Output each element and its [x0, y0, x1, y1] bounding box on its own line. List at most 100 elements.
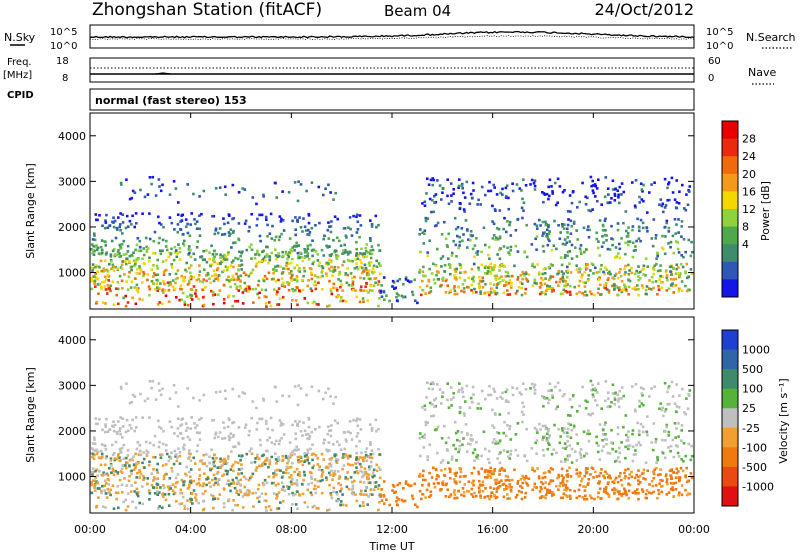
velocity-cell [158, 505, 161, 508]
power-cell [486, 291, 490, 294]
power-cell [547, 223, 550, 227]
power-cell [150, 268, 154, 271]
velocity-cell [167, 459, 171, 463]
power-cell [665, 274, 669, 277]
power-cell [549, 276, 552, 280]
velocity-cell [541, 395, 544, 398]
power-cell [180, 298, 184, 301]
velocity-cell [303, 501, 307, 504]
power-cell [646, 265, 649, 268]
power-cell [561, 225, 564, 228]
velocity-cell [280, 481, 284, 485]
velocity-cell [202, 507, 206, 511]
power-cell [460, 289, 463, 293]
velocity-cell [424, 420, 428, 424]
velocity-cell [388, 503, 391, 507]
power-cell [169, 281, 172, 284]
velocity-cell [364, 470, 368, 474]
power-cell [326, 246, 329, 249]
velocity-cell [427, 387, 431, 390]
velocity-cell [460, 388, 464, 391]
velocity-cell [270, 455, 273, 459]
velocity-cell [237, 472, 240, 476]
velocity-cell [298, 460, 301, 463]
power-cell [238, 285, 242, 288]
velocity-cell [603, 437, 607, 441]
velocity-cell [187, 485, 191, 489]
power-cell [674, 277, 678, 281]
power-cell [411, 293, 415, 297]
velocity-cell [549, 479, 553, 482]
velocity-cell [487, 449, 491, 453]
power-cell [303, 251, 307, 254]
velocity-cell [294, 432, 297, 435]
power-cell [204, 285, 207, 289]
velocity-cell [575, 472, 579, 475]
velocity-cell [273, 469, 277, 473]
velocity-cell [250, 475, 253, 479]
power-colorbar-label: Power [dB] [759, 181, 772, 241]
power-cell [509, 249, 512, 252]
power-cell [131, 214, 134, 218]
velocity-cell [547, 469, 551, 473]
velocity-cell [338, 475, 342, 479]
power-cell [206, 273, 210, 276]
power-cell [447, 232, 450, 236]
velocity-cell [368, 481, 372, 484]
velocity-cell [501, 397, 504, 400]
velocity-cell [395, 503, 399, 506]
power-cell [145, 249, 149, 252]
power-cell [293, 181, 297, 184]
velocity-cell [637, 497, 640, 501]
power-cell [352, 214, 355, 218]
velocity-cell [114, 440, 118, 444]
power-cell [648, 279, 651, 282]
velocity-cell [161, 492, 165, 495]
velocity-cell [538, 496, 542, 500]
velocity-cell [280, 436, 283, 440]
velocity-cell [594, 470, 597, 474]
power-cell [106, 226, 110, 229]
power-cell [615, 255, 619, 258]
power-cell [270, 277, 274, 281]
velocity-cell [430, 414, 433, 418]
power-cell [637, 293, 640, 297]
velocity-cell [516, 421, 520, 425]
velocity-cell [124, 464, 127, 467]
velocity-cell [183, 507, 187, 510]
velocity-cell [183, 504, 186, 508]
velocity-cell [106, 430, 110, 433]
power-cell [185, 261, 188, 265]
power-cell [620, 182, 624, 185]
velocity-cell [618, 490, 621, 493]
velocity-cell [262, 397, 265, 401]
power-cell [443, 263, 447, 267]
power-cell [637, 271, 640, 275]
velocity-cell [477, 472, 481, 476]
power-cell [172, 258, 176, 262]
power-cell [669, 270, 672, 273]
velocity-cell [535, 439, 539, 442]
velocity-cell [229, 489, 232, 493]
velocity-cell [557, 488, 560, 491]
velocity-cell [666, 482, 669, 486]
power-cell [275, 269, 278, 272]
power-cell [430, 272, 434, 275]
power-cell [290, 279, 293, 282]
velocity-cell [213, 497, 217, 500]
power-cell [324, 187, 327, 190]
power-cell [222, 298, 226, 301]
power-cell [361, 271, 364, 275]
velocity-cell [170, 470, 174, 473]
velocity-cell [672, 455, 676, 459]
velocity-cell [130, 457, 134, 461]
velocity-cell [478, 483, 482, 487]
velocity-cell [561, 484, 565, 487]
velocity-cell [297, 384, 300, 387]
velocity-cell [286, 485, 289, 488]
velocity-cell [182, 436, 185, 440]
velocity-cell [145, 449, 148, 453]
power-cell [585, 267, 589, 270]
velocity-cell [272, 481, 275, 485]
power-cell [202, 189, 206, 193]
